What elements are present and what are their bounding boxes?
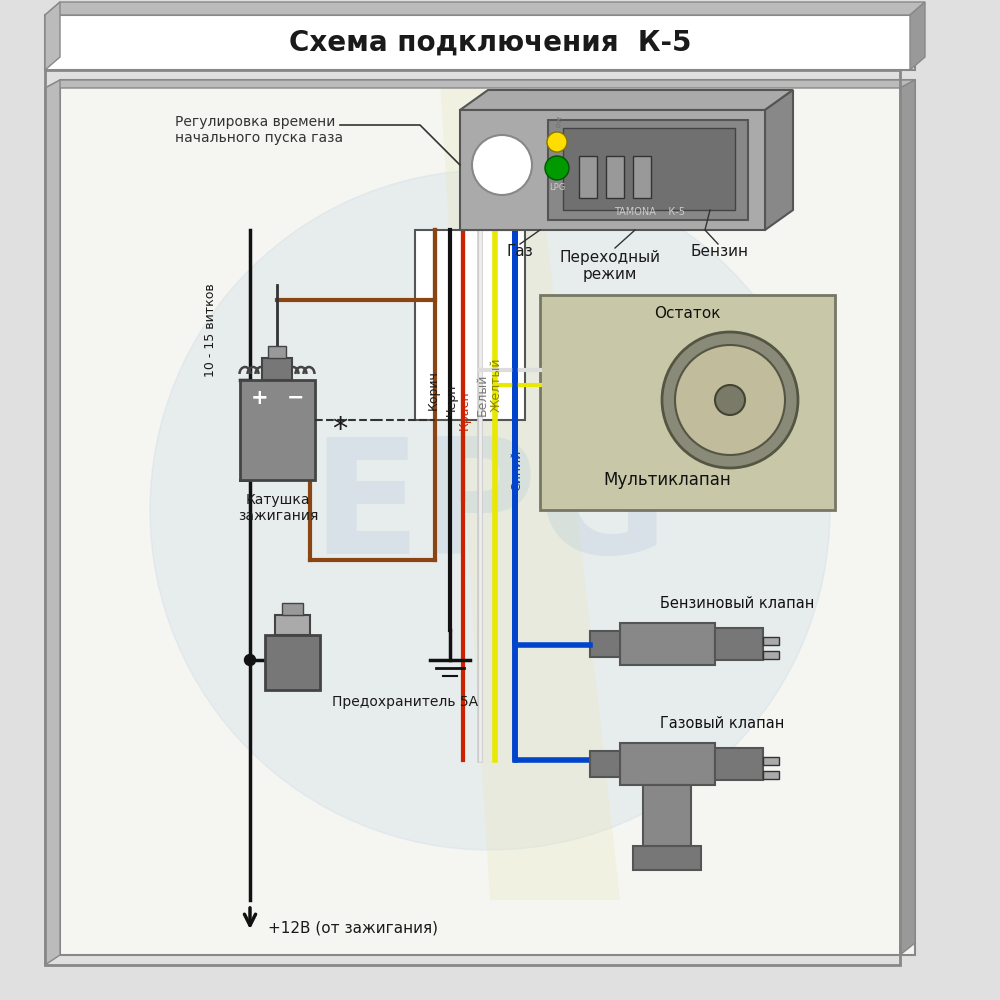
Bar — [262, 358, 292, 380]
Bar — [563, 128, 735, 210]
Bar — [45, 15, 915, 70]
Bar — [45, 70, 900, 965]
Bar — [763, 757, 779, 765]
Text: Газовый клапан: Газовый клапан — [660, 716, 784, 730]
Bar — [240, 380, 315, 480]
Text: Предохранитель 5А: Предохранитель 5А — [332, 695, 478, 709]
Bar — [579, 156, 597, 198]
Polygon shape — [460, 90, 793, 110]
Bar — [282, 603, 303, 615]
Polygon shape — [910, 2, 925, 70]
Bar — [715, 628, 763, 660]
Circle shape — [675, 345, 785, 455]
Polygon shape — [765, 90, 793, 230]
Polygon shape — [900, 80, 915, 955]
Text: TAMONA    К-5: TAMONA К-5 — [614, 207, 686, 217]
Bar — [460, 110, 765, 230]
Text: ⚷: ⚷ — [552, 116, 562, 130]
Circle shape — [244, 654, 256, 666]
Circle shape — [472, 135, 532, 195]
Text: Бензиновый клапан: Бензиновый клапан — [660, 595, 814, 610]
Text: Газ: Газ — [507, 244, 533, 259]
Text: Катушка
зажигания: Катушка зажигания — [238, 493, 318, 523]
Bar — [643, 785, 691, 850]
Bar — [275, 615, 310, 635]
Bar — [715, 748, 763, 780]
Circle shape — [150, 170, 830, 850]
Text: EPG: EPG — [311, 432, 669, 587]
Text: Желтый: Желтый — [490, 358, 503, 412]
Bar — [763, 651, 779, 659]
Bar — [60, 80, 915, 955]
Text: Красн: Красн — [458, 390, 471, 430]
Polygon shape — [440, 80, 620, 900]
Text: Переходный
режим: Переходный режим — [560, 250, 660, 282]
Text: Регулировка времени
начального пуска газа: Регулировка времени начального пуска газ… — [175, 115, 343, 145]
Text: Остаток: Остаток — [654, 306, 720, 320]
Text: *: * — [332, 416, 348, 444]
Bar — [590, 751, 620, 777]
Bar — [415, 230, 525, 420]
Bar — [620, 743, 715, 785]
Text: +: + — [251, 388, 269, 408]
Bar — [606, 156, 624, 198]
Text: Мультиклапан: Мультиклапан — [603, 471, 731, 489]
Bar — [620, 623, 715, 665]
Bar — [763, 637, 779, 645]
Text: Белый: Белый — [476, 374, 488, 416]
Bar — [633, 846, 701, 870]
Polygon shape — [45, 2, 60, 70]
Circle shape — [715, 385, 745, 415]
Polygon shape — [45, 80, 915, 88]
Text: LPG: LPG — [549, 182, 565, 192]
Text: +12В (от зажигания): +12В (от зажигания) — [268, 920, 438, 936]
Polygon shape — [45, 80, 60, 965]
Bar — [265, 635, 320, 690]
Polygon shape — [45, 2, 925, 15]
Circle shape — [547, 132, 567, 152]
Text: Синий: Синий — [511, 449, 524, 491]
Bar — [548, 120, 748, 220]
Bar — [590, 631, 620, 657]
Bar — [540, 295, 835, 510]
Text: Бензин: Бензин — [691, 244, 749, 259]
Text: Корич: Корич — [426, 370, 440, 410]
Text: Черн: Черн — [444, 384, 458, 416]
Text: −: − — [287, 388, 305, 408]
Circle shape — [662, 332, 798, 468]
Bar — [633, 156, 651, 198]
Text: Схема подключения  К-5: Схема подключения К-5 — [289, 29, 691, 57]
Circle shape — [545, 156, 569, 180]
Bar — [268, 346, 286, 358]
Text: 10 - 15 витков: 10 - 15 витков — [204, 283, 216, 377]
Bar — [763, 771, 779, 779]
